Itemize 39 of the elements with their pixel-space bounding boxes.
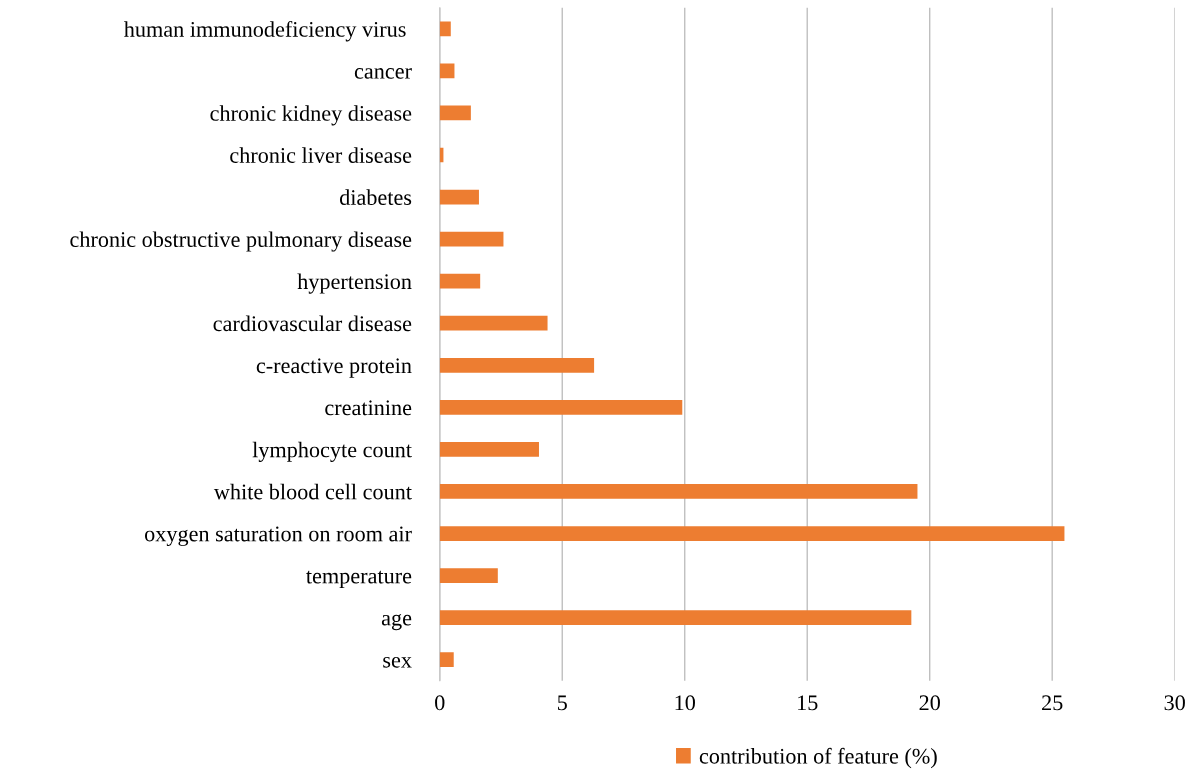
x-tick-label: 15 — [798, 695, 818, 711]
y-tick-label: hypertension — [297, 273, 412, 294]
y-tick-label: diabetes — [339, 189, 412, 205]
bar — [439, 315, 548, 331]
y-tick-label: age — [381, 613, 412, 631]
y-tick-label: sex — [383, 656, 412, 668]
y-tick-label: chronic kidney disease — [210, 105, 412, 126]
y-tick-label: c-reactive protein — [256, 358, 412, 378]
y-tick-label: chronic liver disease — [230, 147, 412, 163]
x-tick-label: 5 — [557, 695, 567, 711]
bar — [439, 484, 918, 499]
bar — [439, 442, 539, 457]
y-tick-label: temperature — [306, 570, 412, 589]
bar — [439, 357, 595, 373]
y-tick-label: white blood cell count — [213, 483, 412, 500]
bar — [439, 105, 471, 121]
bar — [439, 189, 479, 205]
y-tick-label: human immunodeficiency virus — [123, 20, 406, 42]
x-tick-label: 30 — [1164, 695, 1185, 711]
x-tick-label: 20 — [919, 695, 940, 711]
y-tick-label: lymphocyte count — [252, 441, 412, 462]
bar — [439, 273, 481, 289]
y-tick-label: chronic obstructive pulmonary disease — [70, 231, 412, 252]
x-tick-label: 25 — [1042, 695, 1063, 711]
bar — [439, 526, 1065, 541]
bar — [439, 21, 451, 37]
bar — [439, 231, 504, 247]
y-tick-label: creatinine — [325, 400, 412, 416]
legend-label: contribution of feature (%) — [699, 747, 937, 769]
bar — [439, 400, 683, 415]
x-tick-label: 10 — [675, 695, 695, 711]
bar — [439, 568, 498, 583]
y-tick-label: cancer — [354, 68, 412, 79]
y-tick-label: cardiovascular disease — [213, 315, 412, 332]
bar — [439, 610, 912, 626]
y-tick-label: oxygen saturation on room air — [144, 526, 412, 547]
bar — [439, 652, 454, 668]
x-tick-label: 0 — [435, 695, 445, 711]
bar — [439, 63, 455, 79]
